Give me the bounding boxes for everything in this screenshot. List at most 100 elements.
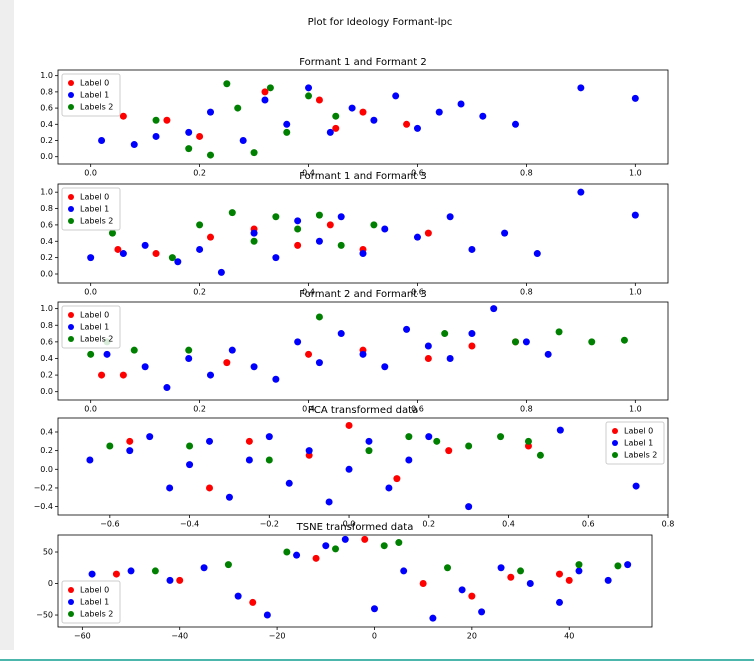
point: [130, 141, 138, 149]
chart-title: TSNE transformed data: [296, 522, 414, 533]
point: [341, 535, 349, 543]
point: [166, 576, 174, 584]
point: [465, 442, 473, 450]
point: [228, 346, 236, 354]
point: [206, 484, 214, 492]
point: [250, 363, 258, 371]
point: [381, 225, 389, 233]
point: [266, 84, 274, 92]
point: [507, 573, 515, 581]
axes-frame: [57, 534, 653, 628]
legend-label: Label 1: [80, 91, 109, 100]
point: [224, 561, 232, 569]
legend-marker: [612, 440, 618, 446]
legend-label: Label 0: [80, 311, 109, 320]
point: [533, 250, 541, 258]
point: [403, 325, 411, 333]
point: [305, 92, 313, 100]
legend-label: Label 1: [80, 205, 109, 214]
point: [207, 371, 214, 379]
y-tick-label: 0: [48, 579, 53, 588]
legend-marker: [68, 312, 74, 318]
point: [544, 350, 552, 358]
point: [119, 250, 127, 258]
point: [370, 116, 378, 124]
point: [419, 580, 427, 588]
x-tick-label: 0.4: [302, 169, 315, 178]
y-tick-label: 0.4: [40, 120, 53, 129]
legend-marker: [68, 599, 74, 605]
point: [88, 570, 96, 578]
y-tick-label: 0.6: [40, 337, 53, 346]
x-tick-label: 0.6: [411, 405, 424, 414]
y-tick-label: −0.2: [34, 483, 53, 492]
point: [114, 245, 122, 253]
axes-frame: [57, 417, 669, 516]
point: [337, 213, 345, 221]
x-tick-label: −0.4: [180, 520, 199, 529]
x-tick-label: 0.6: [582, 520, 595, 529]
chart-title: Formant 2 and Formant 3: [299, 289, 426, 300]
x-tick-label: 0.6: [411, 288, 424, 297]
point: [174, 258, 182, 266]
point: [624, 561, 632, 569]
point: [141, 363, 149, 371]
legend: [61, 73, 121, 117]
y-tick-label: 0.2: [40, 446, 53, 455]
point: [556, 426, 564, 434]
point: [234, 592, 242, 600]
point: [490, 305, 498, 313]
y-tick-label: 0.2: [40, 136, 53, 145]
x-tick-label: 0.8: [662, 520, 675, 529]
point: [261, 96, 269, 104]
legend-marker: [68, 324, 74, 330]
point: [522, 338, 530, 346]
y-tick-label: 50: [43, 548, 53, 557]
legend-marker: [68, 194, 74, 200]
point: [332, 545, 340, 553]
point: [614, 562, 622, 570]
legend-marker: [612, 428, 618, 434]
point: [345, 421, 353, 429]
point: [457, 100, 465, 108]
point: [425, 433, 433, 441]
point: [294, 241, 302, 249]
point: [283, 128, 291, 136]
point: [400, 567, 408, 575]
y-tick-label: 0.8: [40, 321, 53, 330]
y-tick-label: 0.8: [40, 87, 53, 96]
point: [249, 598, 257, 606]
x-tick-label: 0.2: [422, 520, 435, 529]
point: [196, 221, 204, 229]
chart-title: Formant 1 and Formant 2: [299, 57, 426, 68]
point: [337, 330, 345, 338]
point: [517, 567, 525, 575]
y-tick-label: 1.0: [40, 71, 53, 80]
point: [207, 108, 214, 116]
point: [207, 233, 214, 241]
point: [126, 437, 134, 445]
legend-marker: [68, 587, 74, 593]
point: [468, 245, 476, 253]
point: [359, 350, 367, 358]
point: [119, 371, 127, 379]
x-tick-label: 0.0: [343, 520, 356, 529]
point: [86, 456, 94, 464]
point: [555, 598, 563, 606]
point: [479, 112, 487, 120]
point: [631, 94, 639, 102]
point: [536, 451, 544, 459]
point: [293, 551, 301, 559]
point: [348, 104, 356, 112]
point: [435, 108, 443, 116]
point: [620, 336, 628, 344]
point: [385, 484, 393, 492]
y-tick-label: 0.4: [40, 237, 53, 246]
point: [263, 611, 271, 619]
point: [163, 116, 171, 124]
point: [512, 338, 519, 346]
legend-label: Label 0: [80, 193, 109, 202]
y-tick-label: 0.4: [40, 354, 53, 363]
point: [163, 384, 171, 392]
point: [468, 330, 476, 338]
